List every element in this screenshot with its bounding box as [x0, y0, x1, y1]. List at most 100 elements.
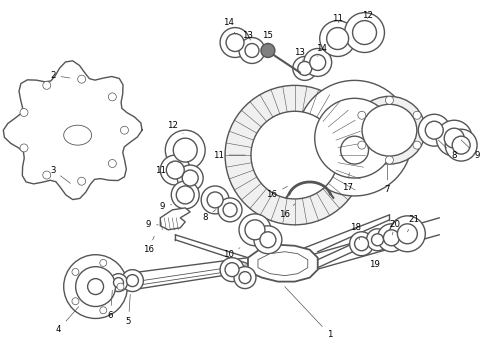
Circle shape	[218, 198, 242, 222]
Text: 3: 3	[50, 166, 71, 183]
Circle shape	[355, 237, 368, 251]
Circle shape	[349, 232, 373, 256]
Circle shape	[43, 171, 51, 179]
Circle shape	[298, 62, 312, 75]
Circle shape	[223, 203, 237, 217]
Circle shape	[220, 258, 244, 282]
Circle shape	[386, 96, 393, 104]
Text: 7: 7	[385, 165, 390, 194]
Text: 12: 12	[362, 11, 373, 20]
Text: 14: 14	[316, 44, 327, 57]
Circle shape	[176, 186, 194, 204]
Circle shape	[358, 141, 366, 149]
Circle shape	[260, 232, 276, 248]
Circle shape	[72, 269, 79, 275]
Circle shape	[78, 177, 86, 185]
Circle shape	[172, 181, 199, 209]
Circle shape	[81, 272, 111, 302]
Text: 21: 21	[407, 215, 420, 232]
Text: 11: 11	[332, 14, 343, 23]
Polygon shape	[3, 61, 142, 199]
Circle shape	[108, 159, 116, 167]
Circle shape	[225, 85, 365, 225]
Circle shape	[371, 234, 384, 246]
Circle shape	[358, 111, 366, 119]
Text: 16: 16	[267, 186, 288, 199]
Circle shape	[182, 170, 198, 186]
Text: 15: 15	[263, 31, 273, 45]
Text: 2: 2	[50, 71, 70, 80]
Circle shape	[43, 81, 51, 89]
Text: 13: 13	[243, 31, 253, 40]
Circle shape	[234, 267, 256, 289]
Circle shape	[201, 186, 229, 214]
Text: 9: 9	[461, 140, 480, 159]
Circle shape	[397, 224, 417, 244]
Text: 16: 16	[143, 236, 154, 254]
Circle shape	[333, 128, 376, 172]
Text: 13: 13	[294, 48, 305, 60]
Circle shape	[177, 165, 203, 191]
Circle shape	[78, 75, 86, 83]
Circle shape	[297, 80, 413, 196]
Circle shape	[344, 13, 385, 53]
Text: 11: 11	[155, 162, 173, 175]
Ellipse shape	[362, 104, 417, 156]
Circle shape	[114, 278, 123, 288]
Circle shape	[445, 129, 477, 161]
Circle shape	[310, 54, 326, 71]
Text: 5: 5	[126, 294, 131, 326]
Circle shape	[117, 283, 124, 290]
Circle shape	[367, 229, 389, 251]
Circle shape	[436, 120, 472, 156]
Circle shape	[239, 272, 251, 284]
Circle shape	[239, 37, 265, 63]
Circle shape	[239, 214, 271, 246]
Circle shape	[220, 28, 250, 58]
Circle shape	[384, 230, 399, 246]
Circle shape	[293, 57, 317, 80]
Text: 4: 4	[56, 307, 79, 334]
Text: 11: 11	[213, 150, 245, 159]
Text: 16: 16	[279, 204, 295, 219]
Circle shape	[72, 298, 79, 305]
Circle shape	[160, 155, 190, 185]
Text: 10: 10	[222, 248, 240, 259]
Circle shape	[353, 21, 376, 45]
Ellipse shape	[354, 96, 425, 164]
Text: 12: 12	[167, 121, 183, 134]
Circle shape	[418, 114, 450, 146]
Circle shape	[88, 279, 103, 294]
Ellipse shape	[64, 125, 92, 145]
Circle shape	[110, 274, 127, 292]
Text: 8: 8	[438, 140, 457, 159]
Circle shape	[452, 136, 470, 154]
Circle shape	[173, 138, 197, 162]
Circle shape	[390, 216, 425, 252]
Circle shape	[245, 44, 259, 58]
Circle shape	[225, 263, 239, 276]
Circle shape	[315, 98, 394, 178]
Circle shape	[165, 130, 205, 170]
Circle shape	[226, 33, 244, 51]
Circle shape	[245, 220, 265, 240]
Circle shape	[304, 49, 332, 76]
Circle shape	[122, 270, 144, 292]
Circle shape	[75, 267, 116, 306]
Circle shape	[341, 136, 368, 164]
Circle shape	[108, 93, 116, 101]
Circle shape	[319, 21, 356, 57]
Circle shape	[327, 28, 348, 50]
Circle shape	[261, 44, 275, 58]
Text: 9: 9	[160, 202, 172, 211]
Text: 6: 6	[108, 291, 113, 320]
Text: 20: 20	[389, 220, 400, 235]
Text: 19: 19	[369, 255, 380, 269]
Circle shape	[386, 156, 393, 164]
Circle shape	[166, 161, 184, 179]
Circle shape	[64, 255, 127, 319]
Circle shape	[425, 121, 443, 139]
Text: 18: 18	[350, 223, 361, 240]
Polygon shape	[258, 252, 308, 276]
Circle shape	[100, 260, 107, 266]
